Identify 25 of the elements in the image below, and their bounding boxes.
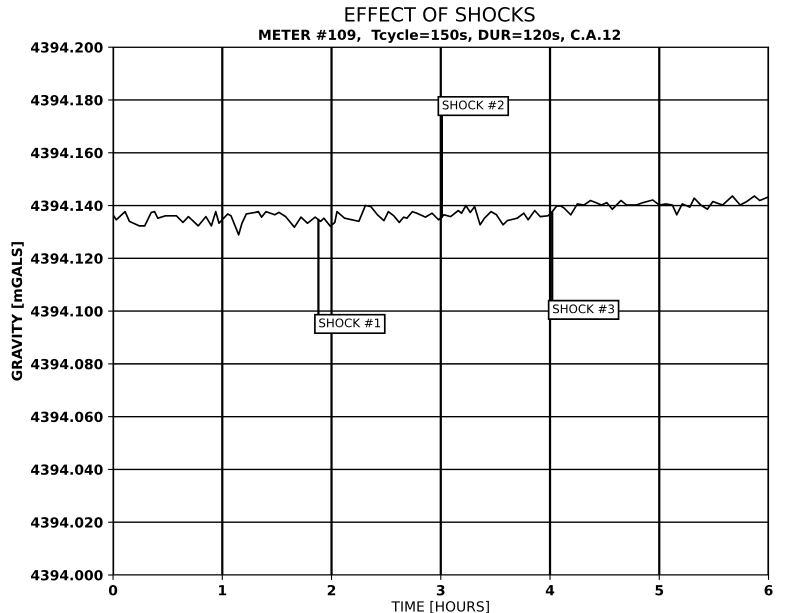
- annotation: SHOCK #2: [442, 100, 504, 110]
- x-tick-label: 5: [656, 585, 664, 596]
- x-tick-label: 2: [328, 584, 336, 596]
- y-tick-label: 4394.080: [31, 358, 103, 370]
- y-tick-label: 4394.040: [31, 464, 103, 475]
- annotation: SHOCK #1: [319, 318, 380, 328]
- x-axis-title: TIME [HOURS]: [391, 600, 489, 613]
- y-tick-label: 4394.160: [31, 148, 103, 158]
- chart-subtitle: METER #109, Tcycle=150s, DUR=120s, C.A.12: [259, 29, 620, 43]
- y-tick-label: 4394.100: [31, 306, 103, 317]
- y-tick-label: 4394.120: [31, 253, 103, 264]
- y-tick-label: 4394.020: [31, 517, 103, 528]
- x-tick-label: 3: [436, 584, 445, 596]
- annotation: SHOCK #3: [552, 304, 614, 314]
- y-tick-label: 4394.180: [31, 94, 103, 106]
- y-tick-label: 4394.060: [31, 412, 103, 422]
- y-axis-title: GRAVITY [mGALS]: [11, 242, 24, 381]
- chart-title: EFFECT OF SHOCKS: [345, 7, 535, 22]
- y-tick-label: 4394.200: [31, 42, 103, 53]
- y-tick-label: 4394.140: [31, 200, 103, 212]
- x-tick-label: 1: [219, 585, 226, 596]
- y-tick-label: 4394.000: [31, 570, 103, 580]
- x-tick-label: 0: [108, 584, 118, 596]
- x-tick-label: 6: [764, 584, 773, 596]
- x-tick-label: 4: [546, 585, 554, 596]
